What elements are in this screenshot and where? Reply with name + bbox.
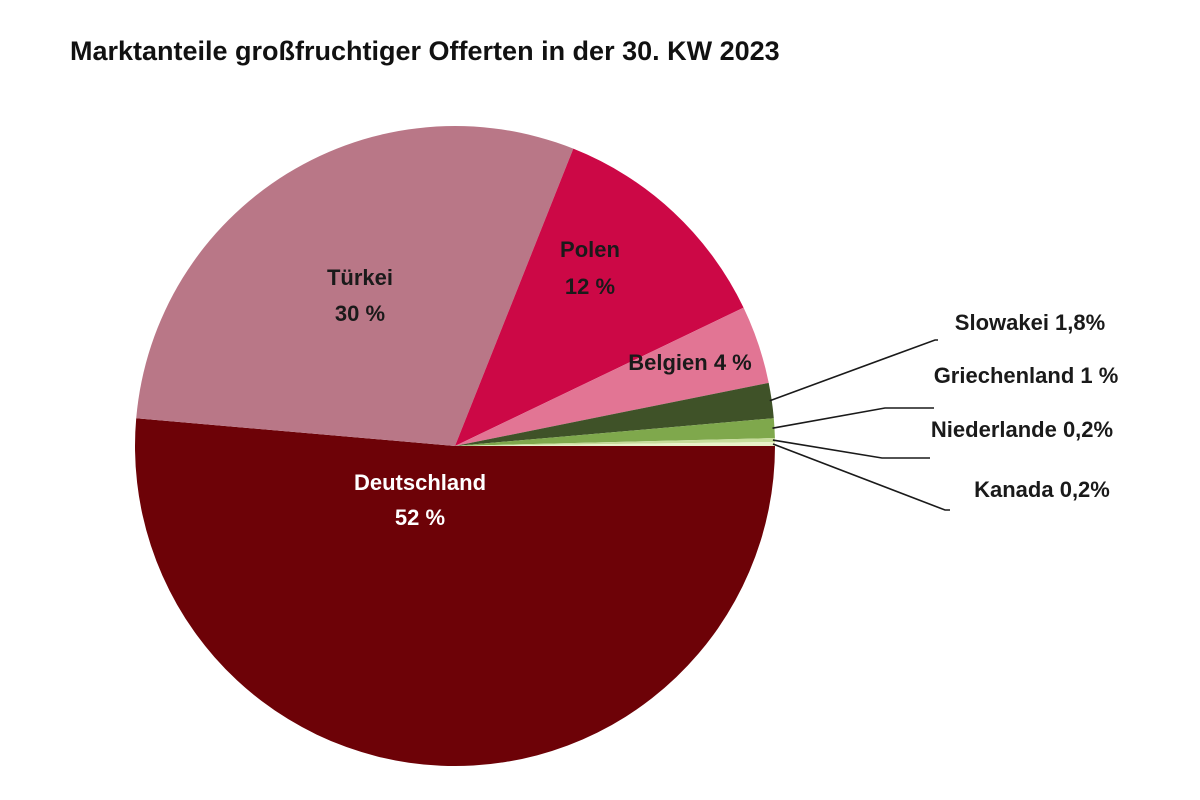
pie-slice-griechenland: [455, 418, 775, 446]
slice-value-deutschland: 52 %: [395, 505, 445, 530]
slice-value-polen: 12 %: [565, 274, 615, 299]
leader-line-slowakei: [769, 339, 938, 402]
pie-slice-niederlande: [455, 438, 775, 446]
pie-slice-belgien: [455, 307, 769, 446]
leader-line-kanada: [772, 443, 950, 511]
chart-title: Marktanteile großfruchtiger Offerten in …: [70, 36, 780, 66]
slice-label-kanada: Kanada 0,2%: [974, 477, 1110, 502]
slice-label-tuerkei: Türkei: [327, 265, 393, 290]
slice-label-belgien: Belgien 4 %: [628, 350, 751, 375]
label-leader-lines: [769, 339, 950, 511]
pie-slices: [134, 126, 776, 767]
slice-label-slowakei: Slowakei 1,8%: [955, 310, 1105, 335]
pie-slice-deutschland: [134, 418, 776, 767]
pie-slice-polen: [455, 148, 744, 446]
pie-slice-tuerkei: [136, 126, 574, 446]
slice-label-niederlande: Niederlande 0,2%: [931, 417, 1113, 442]
pie-slice-kanada: [455, 442, 776, 446]
slice-label-griechenland: Griechenland 1 %: [934, 363, 1119, 388]
leader-line-niederlande: [772, 439, 930, 459]
pie-slice-slowakei: [455, 382, 774, 446]
slice-label-polen: Polen: [560, 237, 620, 262]
slice-label-deutschland: Deutschland: [354, 470, 486, 495]
slice-value-tuerkei: 30 %: [335, 301, 385, 326]
slice-labels: Deutschland 52 % Türkei 30 % Polen 12 % Belgie…: [327, 237, 1118, 530]
leader-line-griechenland: [772, 407, 934, 429]
